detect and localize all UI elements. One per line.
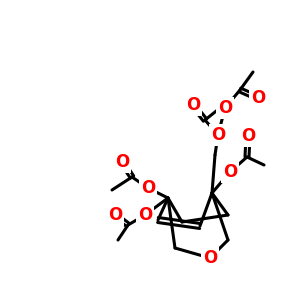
Text: O: O [241,127,255,145]
Text: O: O [108,206,122,224]
Text: O: O [186,96,200,114]
Text: O: O [211,126,225,144]
Text: O: O [251,89,265,107]
Text: O: O [115,153,129,171]
Text: O: O [218,99,232,117]
Text: O: O [138,206,152,224]
Text: O: O [141,179,155,197]
Text: O: O [223,163,237,181]
Text: O: O [203,249,217,267]
